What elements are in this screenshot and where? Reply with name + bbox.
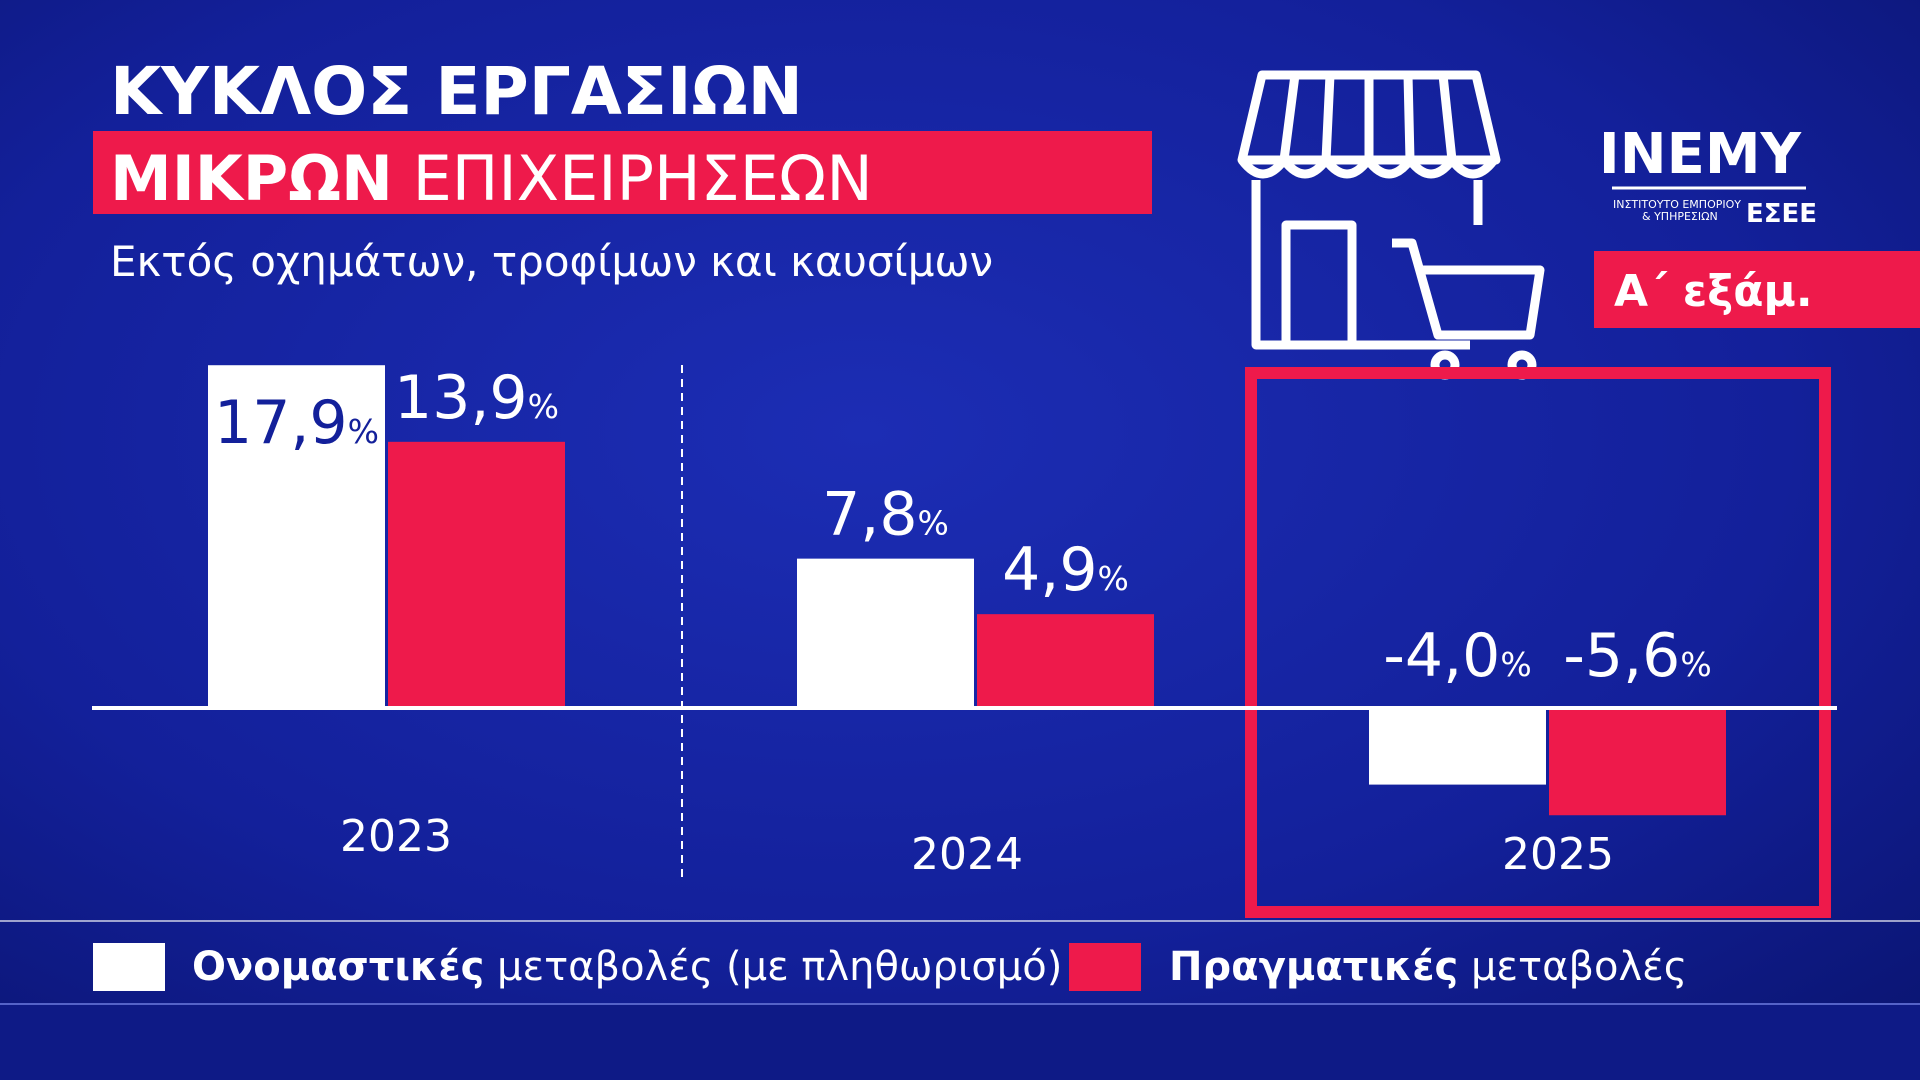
logo-name: ΙΝΕΜΥ [1599, 122, 1803, 187]
annotation-box [1594, 251, 1920, 328]
title: ΚΥΚΛΟΣ ΕΡΓΑΣΙΩΝ [110, 53, 803, 130]
bar [208, 365, 385, 708]
bar [1369, 708, 1546, 785]
legend-swatch [93, 943, 165, 991]
annotation: Α΄ εξάμ. [1614, 266, 1813, 317]
bar [797, 558, 974, 708]
legend-label: Πραγματικές μεταβολές [1169, 944, 1687, 990]
title-highlight-band [93, 131, 1152, 214]
highlight-frame [1245, 367, 1831, 918]
category-label: 2023 [340, 811, 452, 862]
bar [388, 441, 565, 708]
value-label: 17,9% [214, 388, 379, 458]
footer-band [0, 1004, 1920, 1080]
logo-org: ΕΣΕΕ [1746, 199, 1817, 229]
logo-line2: & ΥΠΗΡΕΣΙΩΝ [1642, 210, 1718, 223]
logo-line1: ΙΝΣΤΙΤΟΥΤΟ ΕΜΠΟΡΙΟΥ [1613, 198, 1741, 211]
title-highlight: ΜΙΚΡΩΝ ΕΠΙΧΕΙΡΗΣΕΩΝ [110, 142, 873, 215]
bar [977, 614, 1154, 708]
bar [1549, 708, 1726, 816]
category-label: 2025 [1502, 829, 1614, 880]
category-label: 2024 [911, 829, 1023, 880]
value-label: 7,8% [822, 480, 949, 550]
subtitle: Εκτός οχημάτων, τροφίμων και καυσίμων [110, 237, 993, 286]
legend-swatch [1069, 943, 1141, 991]
value-label: 4,9% [1002, 535, 1129, 605]
value-label: 13,9% [394, 363, 559, 433]
value-label: -5,6% [1563, 621, 1711, 691]
value-label: -4,0% [1383, 621, 1531, 691]
legend-label: Ονομαστικές μεταβολές (με πληθωρισμό) [192, 944, 1062, 990]
